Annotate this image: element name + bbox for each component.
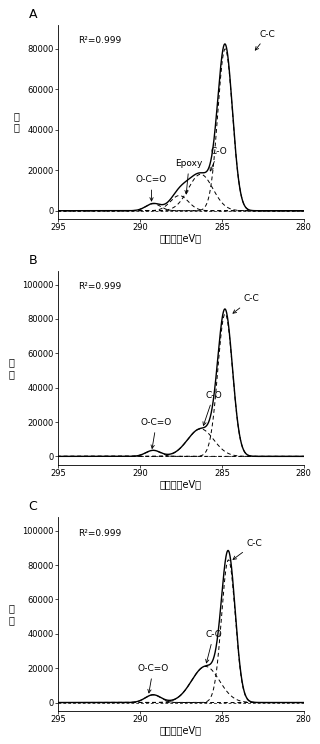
Text: C-O: C-O (210, 147, 227, 171)
Text: C-C: C-C (233, 295, 259, 313)
X-axis label: 结合能（eV）: 结合能（eV） (160, 234, 202, 243)
Text: O-C=O: O-C=O (136, 176, 167, 201)
Text: C: C (29, 500, 37, 513)
Text: R²=0.999: R²=0.999 (78, 529, 121, 538)
Text: C-O: C-O (205, 630, 222, 663)
Text: O-C=O: O-C=O (138, 664, 169, 693)
Y-axis label: 强
度: 强 度 (8, 357, 14, 379)
X-axis label: 结合能（eV）: 结合能（eV） (160, 480, 202, 490)
Text: A: A (29, 8, 37, 21)
Text: R²=0.999: R²=0.999 (78, 283, 121, 292)
Text: C-C: C-C (233, 539, 262, 559)
Text: C-O: C-O (203, 391, 222, 426)
Y-axis label: 强
度: 强 度 (13, 111, 19, 132)
Y-axis label: 强
度: 强 度 (8, 603, 14, 625)
Text: O-C=O: O-C=O (141, 418, 172, 449)
Text: C-C: C-C (255, 30, 276, 50)
Text: Epoxy: Epoxy (175, 159, 203, 194)
X-axis label: 结合能（eV）: 结合能（eV） (160, 725, 202, 736)
Text: B: B (29, 254, 37, 267)
Text: R²=0.999: R²=0.999 (78, 36, 121, 45)
